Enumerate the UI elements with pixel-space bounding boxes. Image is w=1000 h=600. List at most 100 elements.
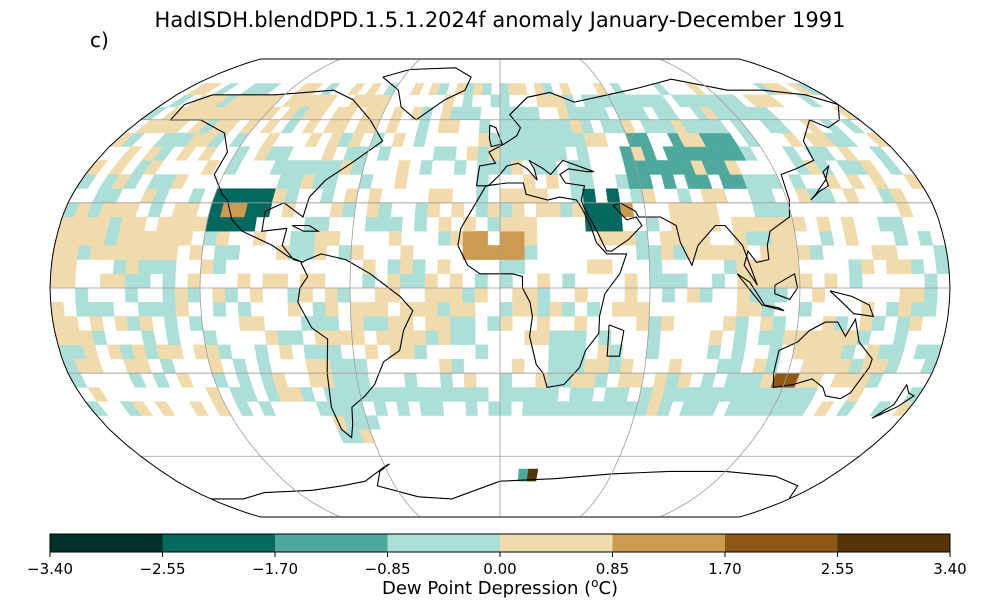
grid-cell [811, 287, 826, 303]
grid-cell [562, 273, 576, 289]
grid-cell [815, 216, 832, 232]
grid-cell [274, 273, 289, 289]
grid-cell [902, 387, 925, 402]
grid-cell [635, 316, 650, 331]
grid-cell [532, 146, 546, 161]
grid-cell [237, 301, 252, 317]
grid-cell [125, 259, 140, 275]
grid-cell [396, 401, 411, 416]
grid-cell [327, 344, 343, 360]
grid-cell [761, 259, 775, 275]
coastline [297, 253, 414, 439]
grid-cell [636, 301, 650, 317]
grid-cell [781, 146, 803, 161]
grid-cell [87, 301, 103, 317]
grid-cell [416, 119, 431, 134]
grid-cell [580, 387, 595, 402]
grid-cell [545, 174, 560, 189]
grid-cell [595, 202, 610, 218]
grid-cell [648, 245, 662, 260]
grid-cell [426, 202, 441, 218]
colorbar-tick-label: −3.40 [27, 560, 73, 578]
grid-cell [378, 202, 393, 218]
coastline [772, 317, 873, 400]
grid-cell [440, 387, 455, 402]
grid-cell [126, 245, 142, 260]
grid-cell [62, 273, 76, 289]
grid-cell [127, 372, 147, 388]
grid-cell [888, 216, 906, 232]
grid-cell [301, 231, 317, 246]
grid-cell [593, 132, 609, 147]
grid-cell [891, 401, 916, 416]
grid-cell [512, 259, 526, 275]
grid-cell [254, 344, 270, 360]
grid-cell [364, 216, 379, 232]
grid-cell [409, 83, 425, 96]
grid-cell [774, 273, 788, 289]
grid-cell [341, 358, 357, 374]
grid-cell [499, 188, 513, 204]
grid-cell [649, 273, 663, 289]
grid-cell [197, 146, 219, 161]
grid-cell [526, 468, 539, 482]
grid-cell [548, 330, 563, 345]
grid-cell [723, 259, 738, 275]
grid-cell [151, 372, 171, 388]
grid-cell [107, 160, 131, 175]
grid-cell [249, 287, 264, 303]
grid-cell [413, 330, 427, 345]
grid-cell [200, 259, 215, 275]
grid-cell [459, 106, 472, 120]
grid-cell [769, 330, 785, 345]
grid-cell [159, 358, 177, 374]
coastline [774, 272, 799, 301]
grid-cell [736, 259, 750, 275]
grid-cell [437, 231, 452, 246]
grid-cell [895, 316, 911, 331]
grid-cell [624, 301, 638, 317]
grid-cell [711, 273, 726, 289]
grid-cell [586, 259, 601, 275]
grid-cell [436, 83, 450, 96]
grid-cell [785, 259, 800, 275]
grid-cell [319, 94, 339, 108]
grid-cell [374, 287, 388, 303]
grid-cell [329, 358, 345, 374]
grid-cell [338, 330, 353, 345]
grid-cell [499, 387, 512, 402]
grid-cell [388, 231, 402, 246]
grid-cell [605, 188, 621, 204]
grid-cell [50, 301, 65, 317]
colorbar-segment [837, 534, 950, 552]
grid-cell [499, 83, 510, 96]
grid-cell [544, 401, 558, 416]
grid-cell [400, 245, 414, 260]
grid-cell [224, 287, 239, 303]
grid-cell [439, 372, 454, 388]
grid-cell [649, 259, 663, 275]
grid-cell [555, 401, 570, 416]
grid-cell [338, 245, 352, 260]
colorbar-tick-label: 0.85 [595, 560, 630, 578]
grid-cell [821, 316, 837, 331]
grid-cell [841, 188, 861, 204]
grid-cell [412, 273, 426, 289]
grid-cell [188, 401, 210, 416]
grid-cell [594, 372, 609, 388]
grid-cell [624, 273, 638, 289]
grid-cell [659, 231, 674, 246]
grid-cell [833, 316, 849, 331]
grid-cell [739, 132, 761, 147]
grid-cell [364, 344, 379, 360]
grid-cell [635, 132, 653, 147]
grid-cell [238, 119, 261, 134]
grid-cell [147, 202, 165, 218]
grid-cell [478, 132, 490, 147]
grid-cell [536, 330, 550, 345]
grid-cell [432, 146, 446, 161]
grid-cell [112, 273, 126, 289]
grid-cell [101, 245, 117, 260]
grid-cell [724, 94, 748, 108]
grid-cell [809, 245, 824, 260]
